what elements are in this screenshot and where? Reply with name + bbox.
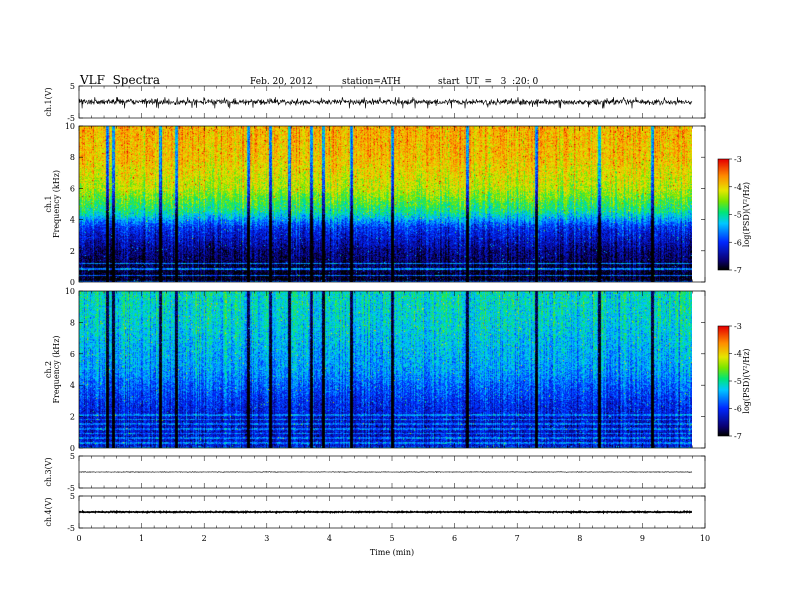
y-tick-label: 2 — [70, 413, 75, 422]
y-axis-label: Frequency (kHz) — [52, 170, 61, 238]
x-tick-label: 7 — [515, 534, 520, 543]
y-axis-label: ch.3(V) — [44, 457, 53, 486]
y-tick-label: -5 — [67, 114, 75, 123]
colorbar-tick-label: -4 — [734, 183, 742, 192]
y-tick-label: -5 — [67, 484, 75, 493]
y-axis-label: Frequency (kHz) — [52, 335, 61, 403]
y-tick-label: 5 — [70, 452, 75, 461]
colorbar-tick-label: -5 — [734, 211, 742, 220]
colorbar-label: log(PSD)(V²/Hz) — [742, 348, 751, 413]
ch2-spectrogram-image — [79, 291, 692, 448]
x-tick-label: 2 — [202, 534, 207, 543]
x-tick-label: 9 — [640, 534, 645, 543]
x-tick-label: 8 — [577, 534, 582, 543]
colorbar-tick-label: -4 — [734, 350, 742, 359]
colorbar-tick-label: -5 — [734, 377, 742, 386]
ch1-waveform-line — [78, 97, 693, 109]
y-axis-label: ch.4(V) — [44, 497, 53, 526]
y-axis-label: ch.1(V) — [44, 87, 53, 116]
y-tick-label: 8 — [70, 153, 75, 162]
colorbar-tick-label: -7 — [734, 432, 742, 441]
colorbar-label: log(PSD)(V²/Hz) — [742, 182, 751, 247]
x-tick-label: 10 — [700, 534, 710, 543]
ch1-colorbar — [718, 159, 729, 270]
start-time-label: start UT = 3 :20: 0 — [438, 77, 539, 87]
x-tick-label: 0 — [76, 534, 81, 543]
colorbar-tick-label: -7 — [734, 266, 742, 275]
y-tick-label: 5 — [70, 492, 75, 501]
x-tick-label: 6 — [452, 534, 457, 543]
channel-label: ch.1 — [44, 195, 53, 212]
x-tick-label: 4 — [327, 534, 332, 543]
ch4-waveform-line — [78, 509, 693, 515]
y-tick-label: 4 — [70, 216, 75, 225]
colorbar-tick-label: -3 — [734, 155, 742, 164]
y-tick-label: 4 — [70, 381, 75, 390]
station-label: station=ATH — [342, 77, 401, 87]
colorbar-tick-label: -3 — [734, 322, 742, 331]
x-tick-label: 1 — [139, 534, 144, 543]
ch1-spectrogram-image — [79, 126, 692, 282]
x-tick-label: 5 — [389, 534, 394, 543]
y-tick-label: 8 — [70, 318, 75, 327]
y-tick-label: 2 — [70, 247, 75, 256]
y-tick-label: 10 — [65, 287, 75, 296]
channel-label: ch.2 — [44, 361, 53, 378]
colorbar-tick-label: -6 — [734, 405, 742, 414]
x-tick-label: 3 — [264, 534, 269, 543]
y-tick-label: 5 — [70, 82, 75, 91]
y-tick-label: 6 — [70, 184, 75, 193]
figure-title: VLF Spectra — [80, 73, 161, 87]
ch2-colorbar — [718, 326, 729, 436]
ch3-waveform-line — [79, 471, 693, 474]
y-tick-label: 0 — [70, 444, 75, 453]
colorbar-tick-label: -6 — [734, 238, 742, 247]
y-tick-label: 0 — [70, 278, 75, 287]
x-axis-label: Time (min) — [370, 548, 414, 557]
date-label: Feb. 20, 2012 — [250, 77, 313, 87]
y-tick-label: -5 — [67, 524, 75, 533]
y-tick-label: 6 — [70, 350, 75, 359]
y-tick-label: 10 — [65, 122, 75, 131]
